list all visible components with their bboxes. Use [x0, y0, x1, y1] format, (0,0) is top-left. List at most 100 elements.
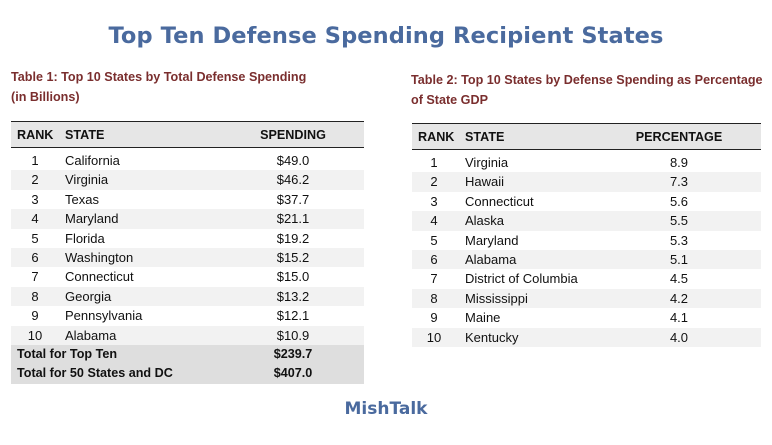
spending-cell: $10.9	[276, 327, 310, 343]
footer-brand: MishTalk	[344, 399, 428, 419]
page-title: Top Ten Defense Spending Recipient State…	[108, 23, 664, 49]
table-row: 6 Alabama 5.1	[412, 249, 761, 270]
state-cell: Mississippi	[465, 290, 528, 306]
state-cell: Alabama	[465, 251, 517, 267]
spending-cell: $15.2	[276, 249, 310, 265]
state-cell: Connecticut	[465, 193, 534, 209]
spending-cell: $46.2	[276, 172, 310, 188]
spending-cell: $13.2	[276, 288, 310, 304]
rank-cell: 10	[426, 329, 442, 345]
table-row: 5 Florida $19.2	[11, 229, 364, 248]
total-value: $239.7	[273, 346, 313, 361]
rank-cell: 8	[430, 290, 438, 306]
table-row: 8 Mississippi 4.2	[412, 288, 761, 309]
rank-cell: 1	[31, 153, 39, 168]
state-cell: Alaska	[465, 213, 505, 229]
table-row: 10 Alabama $10.9	[11, 325, 364, 345]
table-row: 9 Pennsylvania $12.1	[11, 306, 364, 325]
rank-cell: 6	[430, 251, 438, 267]
rank-cell: 3	[31, 191, 39, 207]
rank-cell: 9	[430, 310, 438, 326]
table1-caption: Table 1: Top 10 States by Total Defense …	[11, 67, 341, 107]
state-cell: Florida	[65, 230, 105, 246]
spending-cell: $19.2	[276, 230, 310, 246]
spending-cell: $15.0	[276, 269, 310, 285]
table-row: 5 Maryland 5.3	[412, 231, 761, 250]
total-value: $407.0	[273, 366, 313, 381]
table2-header-rank: RANK	[418, 130, 455, 144]
rank-cell: 2	[31, 172, 39, 188]
table2-percentage: RANK STATE PERCENTAGE 1 Virginia 8.9 2 H…	[412, 123, 761, 347]
rank-cell: 4	[31, 211, 39, 227]
table1-header-row: RANK STATE SPENDING	[11, 121, 364, 148]
state-cell: Pennsylvania	[65, 308, 143, 324]
table2-header-row: RANK STATE PERCENTAGE	[412, 123, 761, 150]
state-cell: Virginia	[465, 155, 509, 170]
table1-header-spending: SPENDING	[260, 128, 326, 142]
table-row: 9 Maine 4.1	[412, 308, 761, 327]
rank-cell: 7	[31, 269, 39, 285]
rank-cell: 5	[31, 230, 39, 246]
table-row: 8 Georgia $13.2	[11, 286, 364, 307]
total-label: Total for Top Ten	[17, 346, 118, 361]
table2-header-percentage: PERCENTAGE	[635, 130, 723, 144]
state-cell: Maryland	[65, 211, 119, 227]
state-cell: Connecticut	[65, 269, 134, 285]
rank-cell: 6	[31, 249, 39, 265]
state-cell: Hawaii	[465, 174, 505, 190]
percentage-cell: 4.5	[669, 271, 689, 287]
percentage-cell: 5.6	[669, 193, 689, 209]
rank-cell: 8	[31, 288, 39, 304]
table1-total-top-ten-row: Total for Top Ten $239.7	[11, 344, 364, 365]
rank-cell: 2	[430, 174, 438, 190]
table-row: 3 Connecticut 5.6	[412, 192, 761, 211]
spending-cell: $21.1	[276, 211, 310, 227]
state-cell: Kentucky	[465, 329, 519, 345]
percentage-cell: 4.1	[669, 310, 689, 326]
table-row: 7 District of Columbia 4.5	[412, 269, 761, 288]
table1-header-rank: RANK	[17, 128, 54, 142]
rank-cell: 4	[430, 213, 438, 229]
spending-cell: $49.0	[276, 153, 310, 168]
table-row: 6 Washington $15.2	[11, 247, 364, 268]
percentage-cell: 5.5	[669, 213, 689, 229]
rank-cell: 9	[31, 308, 39, 324]
percentage-cell: 4.2	[669, 290, 689, 306]
table-row: 3 Texas $37.7	[11, 190, 364, 209]
total-label: Total for 50 States and DC	[17, 366, 173, 381]
state-cell: Alabama	[65, 327, 117, 343]
table1-caption-line1: Table 1: Top 10 States by Total Defense …	[11, 70, 307, 84]
table-row: 7 Connecticut $15.0	[11, 267, 364, 286]
state-cell: Maine	[465, 310, 501, 326]
rank-cell: 7	[430, 271, 438, 287]
state-cell: Texas	[65, 191, 99, 207]
state-cell: Maryland	[465, 232, 519, 248]
state-cell: Georgia	[65, 288, 112, 304]
state-cell: Washington	[65, 249, 134, 265]
table2-caption-line2: of State GDP	[411, 93, 488, 107]
table-row: 1 Virginia 8.9	[412, 153, 761, 172]
table2-header-state: STATE	[465, 130, 505, 144]
table-row: 2 Virginia $46.2	[11, 170, 364, 190]
rank-cell: 3	[430, 193, 438, 209]
table1-total-all-states-row: Total for 50 States and DC $407.0	[11, 364, 364, 384]
table-row: 1 California $49.0	[11, 151, 364, 170]
rank-cell: 10	[27, 327, 43, 343]
spending-cell: $12.1	[276, 308, 310, 324]
state-cell: Virginia	[65, 172, 109, 188]
rank-cell: 1	[430, 155, 438, 170]
spending-cell: $37.7	[276, 191, 310, 207]
table-row: 4 Alaska 5.5	[412, 211, 761, 231]
percentage-cell: 5.3	[669, 232, 689, 248]
table-row: 2 Hawaii 7.3	[412, 172, 761, 192]
table2-caption-line1: Table 2: Top 10 States by Defense Spendi…	[411, 73, 763, 87]
table1-caption-line2: (in Billions)	[11, 90, 80, 104]
state-cell: California	[65, 153, 120, 168]
table-row: 10 Kentucky 4.0	[412, 327, 761, 347]
percentage-cell: 4.0	[669, 329, 689, 345]
rank-cell: 5	[430, 232, 438, 248]
table1-spending: RANK STATE SPENDING 1 California $49.0 2…	[11, 121, 364, 384]
table-row: 4 Maryland $21.1	[11, 209, 364, 229]
table2-caption: Table 2: Top 10 States by Defense Spendi…	[411, 70, 771, 110]
table1-header-state: STATE	[65, 128, 105, 142]
